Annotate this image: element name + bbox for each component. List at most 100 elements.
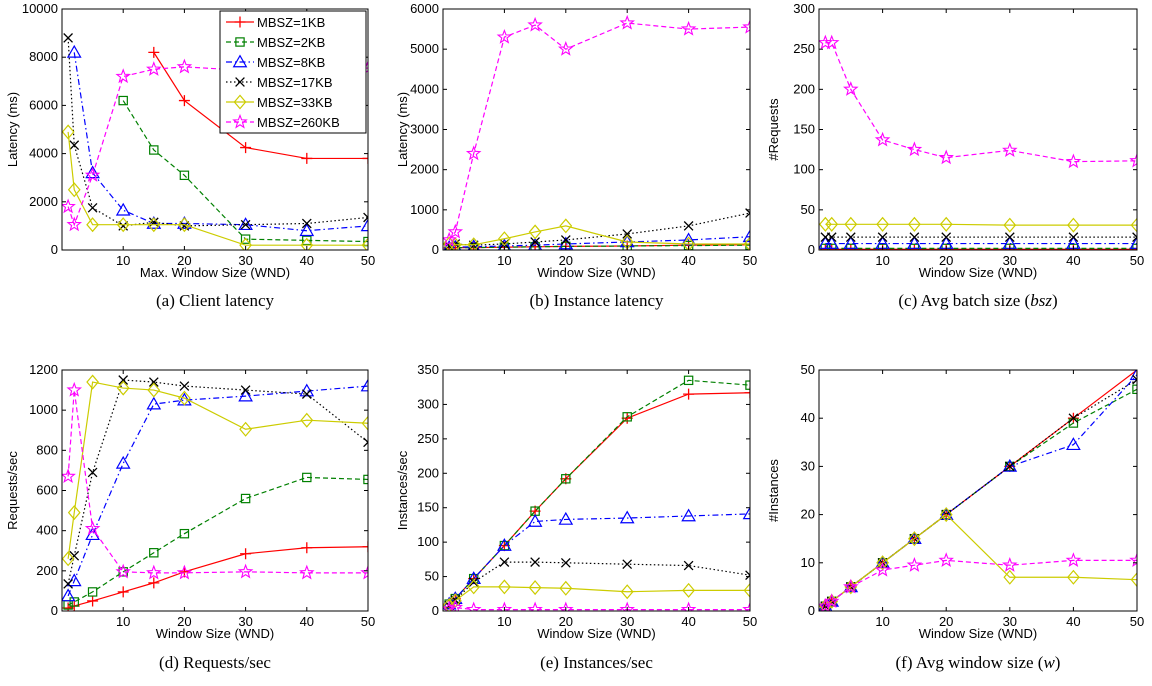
y-tick-label: 2000: [29, 194, 58, 209]
y-tick-label: 10000: [22, 1, 58, 16]
legend-entry: MBSZ=2KB: [257, 35, 325, 50]
panel-caption: (c) Avg batch size (bsz): [898, 291, 1057, 310]
panel-caption: (e) Instances/sec: [540, 653, 653, 672]
data-point: [877, 232, 888, 243]
data-point: [909, 232, 920, 243]
series-line-6: [448, 22, 750, 241]
data-point: [560, 235, 571, 245]
x-tick-label: 10: [875, 614, 889, 629]
data-point: [176, 564, 193, 580]
series-line-2: [824, 388, 1137, 607]
legend-entry: MBSZ=8KB: [257, 55, 325, 70]
series-line-2: [67, 476, 368, 606]
y-tick-label: 4000: [29, 146, 58, 161]
data-point: [845, 232, 856, 243]
data-point: [498, 579, 511, 595]
series-line-1: [67, 546, 368, 609]
legend-entry: MBSZ=33KB: [257, 95, 333, 110]
data-point: [906, 557, 923, 572]
data-point: [823, 34, 840, 50]
x-axis-label: Window Size (WND): [537, 626, 655, 641]
data-point: [559, 218, 573, 234]
data-point: [240, 548, 252, 560]
data-point: [447, 599, 464, 611]
data-point: [843, 578, 859, 594]
data-point: [360, 564, 368, 580]
data-point: [622, 559, 633, 570]
data-point: [1132, 384, 1137, 395]
data-point: [819, 598, 834, 611]
y-axis-label: #Instances: [766, 459, 781, 522]
data-point: [497, 238, 512, 250]
series-line-6: [67, 390, 368, 574]
data-point: [465, 601, 482, 611]
data-point: [742, 229, 750, 243]
data-point: [907, 236, 922, 249]
data-point: [1132, 232, 1137, 243]
data-point: [743, 582, 750, 598]
chart-panel-3: 10 20 30 40 50 0 50 100 150 200 250 300 Window Size …: [766, 1, 1144, 310]
data-point: [682, 236, 695, 250]
x-tick-label: 40: [300, 253, 314, 268]
data-point: [62, 551, 75, 567]
x-axis-label: Window Size (WND): [919, 626, 1037, 641]
legend-entry: MBSZ=260KB: [257, 115, 340, 130]
series-group: [62, 374, 368, 611]
data-point: [176, 58, 193, 74]
data-point: [825, 216, 839, 232]
data-point: [819, 216, 832, 232]
series-group: [443, 375, 750, 611]
data-point: [468, 577, 479, 587]
y-tick-label: 0: [51, 603, 58, 618]
data-point: [148, 577, 160, 589]
y-tick-label: 0: [808, 242, 815, 257]
data-point: [467, 239, 480, 250]
data-point: [448, 237, 462, 250]
data-point: [1129, 152, 1137, 168]
data-point: [681, 232, 696, 246]
data-point: [178, 217, 191, 233]
series-line-3: [448, 513, 750, 605]
x-tick-label: 10: [116, 614, 130, 629]
legend-marker: [232, 113, 248, 129]
data-point: [301, 389, 312, 399]
data-point: [497, 538, 512, 551]
data-point: [69, 597, 79, 607]
panel-caption: (d) Requests/sec: [159, 653, 271, 672]
y-tick-label: 20: [801, 507, 815, 522]
data-point: [496, 28, 513, 44]
chart-panel-2: 10 20 30 40 50 0 1000 2000 3000 4000 5000 6000 Windo…: [395, 1, 757, 310]
data-point: [360, 218, 368, 232]
data-point: [299, 223, 315, 237]
data-point: [63, 33, 73, 43]
y-tick-label: 6000: [29, 97, 58, 112]
data-point: [826, 232, 837, 243]
series-line-6: [449, 606, 750, 611]
data-point: [301, 152, 313, 164]
data-point: [680, 20, 697, 36]
data-point: [745, 570, 750, 581]
y-tick-label: 0: [808, 603, 815, 618]
data-point: [66, 216, 83, 232]
data-point: [908, 531, 921, 547]
data-point: [682, 582, 695, 598]
y-tick-label: 200: [36, 563, 58, 578]
data-point: [301, 542, 313, 554]
data-point: [558, 601, 574, 611]
data-point: [1130, 572, 1137, 588]
data-point: [300, 412, 314, 428]
data-point: [1066, 437, 1081, 451]
data-point: [87, 595, 99, 607]
data-point: [361, 415, 368, 431]
data-point: [62, 468, 76, 484]
y-tick-label: 0: [432, 603, 439, 618]
data-point: [237, 563, 254, 579]
data-point: [1132, 374, 1137, 385]
y-tick-label: 50: [801, 202, 815, 217]
data-point: [362, 541, 368, 553]
data-point: [146, 396, 162, 410]
series-group: [819, 370, 1137, 611]
x-tick-label: 20: [559, 614, 573, 629]
data-point: [742, 18, 750, 34]
data-point: [115, 202, 131, 216]
